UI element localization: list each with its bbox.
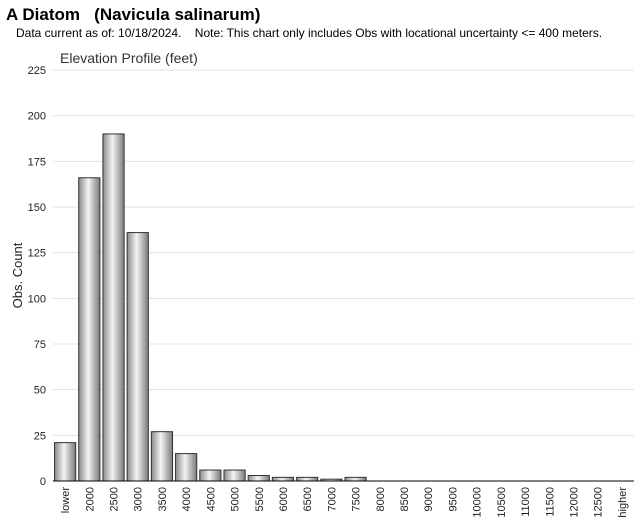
x-tick-label: 6500	[302, 487, 314, 511]
bar-7500	[344, 476, 367, 482]
y-tick-label: 200	[28, 111, 46, 123]
x-tick-label: higher	[617, 487, 629, 518]
gridlines	[53, 69, 634, 436]
x-tick-label: 3500	[157, 487, 169, 511]
bar-3000	[126, 232, 149, 482]
x-tick-label: 2500	[109, 487, 121, 511]
y-tick-label: 0	[40, 476, 46, 488]
page-title: A Diatom (Navicula salinarum)	[6, 5, 261, 24]
bar-lower	[54, 442, 77, 482]
x-tick-label: 3000	[133, 487, 145, 511]
bar-5500	[247, 475, 270, 482]
bar-4000	[175, 453, 198, 482]
bars	[54, 133, 367, 482]
x-tick-label: 2000	[84, 487, 96, 511]
x-tick-label: 12500	[593, 487, 605, 518]
bar-2500	[102, 133, 125, 482]
x-tick-label: 6000	[278, 487, 290, 511]
bar-6000	[271, 476, 295, 482]
y-tick-label: 125	[28, 248, 46, 260]
x-tick-label: 5500	[254, 487, 266, 511]
x-tick-label: 8000	[375, 487, 387, 511]
x-tick-label: 7000	[326, 487, 338, 511]
x-tick-label: 12000	[568, 487, 580, 518]
bar-2000	[78, 177, 101, 482]
data-note: Data current as of: 10/18/2024. Note: Th…	[16, 26, 603, 40]
x-axis-ticks: lower 2000 2500 3000 3500 4000 4500 5000 5500 600…	[60, 487, 629, 518]
y-tick-label: 75	[34, 339, 46, 351]
x-tick-label: 4000	[181, 487, 193, 511]
x-tick-label: 7500	[351, 487, 363, 511]
bar-4500	[199, 469, 222, 482]
y-axis-ticks: 0 25 50 75 100 125 150 175 200 225	[28, 65, 46, 488]
chart-title: Elevation Profile (feet)	[60, 50, 198, 66]
y-axis-label: Obs. Count	[10, 242, 25, 308]
x-tick-label: 10000	[472, 487, 484, 518]
y-tick-label: 175	[28, 156, 46, 168]
x-tick-label: 9500	[447, 487, 459, 511]
bar-5000	[223, 469, 246, 482]
x-tick-label: 5000	[230, 487, 242, 511]
x-tick-label: 9000	[423, 487, 435, 511]
y-tick-label: 225	[28, 65, 46, 77]
x-tick-label: 8500	[399, 487, 411, 511]
y-tick-label: 25	[34, 430, 46, 442]
x-tick-label: 4500	[205, 487, 217, 511]
x-tick-label: 10500	[496, 487, 508, 518]
x-tick-label: 11000	[520, 487, 532, 517]
x-tick-label: 11500	[544, 487, 556, 517]
x-tick-label: lower	[60, 487, 72, 514]
bar-6500	[296, 476, 319, 482]
y-tick-label: 100	[28, 293, 46, 305]
y-tick-label: 50	[34, 385, 46, 397]
bar-3500	[150, 431, 174, 482]
y-tick-label: 150	[28, 202, 46, 214]
